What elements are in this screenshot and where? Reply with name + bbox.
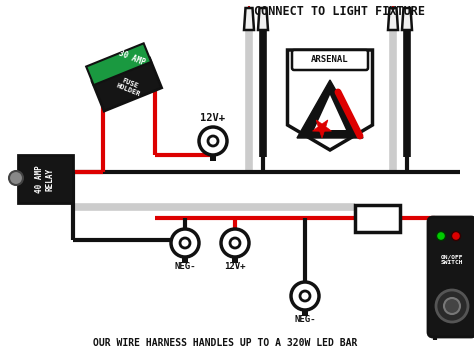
Polygon shape — [314, 95, 346, 130]
Text: 30 AMP: 30 AMP — [118, 49, 146, 67]
Circle shape — [9, 171, 23, 185]
Text: 40 AMP
RELAY: 40 AMP RELAY — [35, 165, 55, 193]
FancyBboxPatch shape — [18, 155, 73, 203]
Bar — [232, 257, 238, 263]
Text: ON/OFF
SWITCH: ON/OFF SWITCH — [441, 255, 463, 265]
FancyBboxPatch shape — [86, 43, 151, 85]
Text: 12V+: 12V+ — [201, 113, 226, 123]
Text: FUSE
HOLDER: FUSE HOLDER — [115, 76, 143, 98]
Text: NEG-: NEG- — [174, 262, 196, 271]
Text: ARSENAL: ARSENAL — [311, 55, 349, 65]
Text: CONNECT TO LIGHT FIXTURE: CONNECT TO LIGHT FIXTURE — [255, 5, 426, 18]
FancyBboxPatch shape — [355, 205, 400, 232]
Circle shape — [208, 136, 218, 146]
Circle shape — [199, 127, 227, 155]
Text: 12V+: 12V+ — [224, 262, 246, 271]
Circle shape — [300, 291, 310, 301]
Bar — [210, 155, 216, 161]
Polygon shape — [297, 80, 363, 138]
FancyBboxPatch shape — [92, 58, 162, 111]
Circle shape — [452, 232, 461, 240]
Polygon shape — [244, 8, 254, 30]
Text: NEG-: NEG- — [294, 315, 316, 324]
Polygon shape — [402, 8, 412, 30]
Circle shape — [180, 238, 190, 248]
Circle shape — [291, 282, 319, 310]
Polygon shape — [388, 8, 398, 30]
Bar — [302, 310, 308, 316]
Circle shape — [436, 290, 468, 322]
Circle shape — [437, 232, 446, 240]
FancyBboxPatch shape — [428, 217, 474, 337]
Circle shape — [230, 238, 240, 248]
FancyBboxPatch shape — [292, 50, 368, 70]
Text: OUR WIRE HARNESS HANDLES UP TO A 320W LED BAR: OUR WIRE HARNESS HANDLES UP TO A 320W LE… — [93, 338, 357, 348]
Bar — [182, 257, 188, 263]
Circle shape — [444, 298, 460, 314]
Circle shape — [171, 229, 199, 257]
Polygon shape — [288, 50, 373, 150]
Polygon shape — [312, 120, 331, 138]
Polygon shape — [258, 8, 268, 30]
Circle shape — [221, 229, 249, 257]
